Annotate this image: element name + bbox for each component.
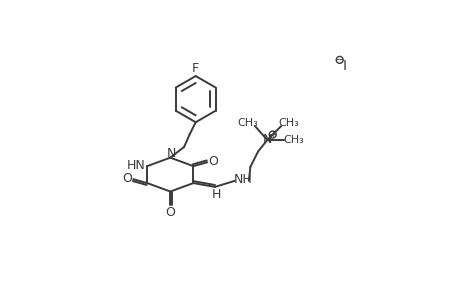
Text: NH: NH	[233, 173, 252, 186]
Text: CH₃: CH₃	[236, 118, 257, 128]
Text: CH₃: CH₃	[282, 135, 303, 145]
Text: CH₃: CH₃	[278, 118, 299, 128]
Text: HN: HN	[127, 159, 146, 172]
Text: N: N	[262, 134, 271, 146]
Text: −: −	[335, 55, 343, 65]
Text: I: I	[342, 59, 347, 73]
Text: H: H	[211, 188, 221, 201]
Text: +: +	[269, 130, 276, 139]
Text: F: F	[192, 62, 199, 75]
Text: O: O	[208, 155, 218, 168]
Text: O: O	[122, 172, 132, 185]
Text: N: N	[167, 146, 176, 160]
Text: O: O	[165, 206, 175, 219]
